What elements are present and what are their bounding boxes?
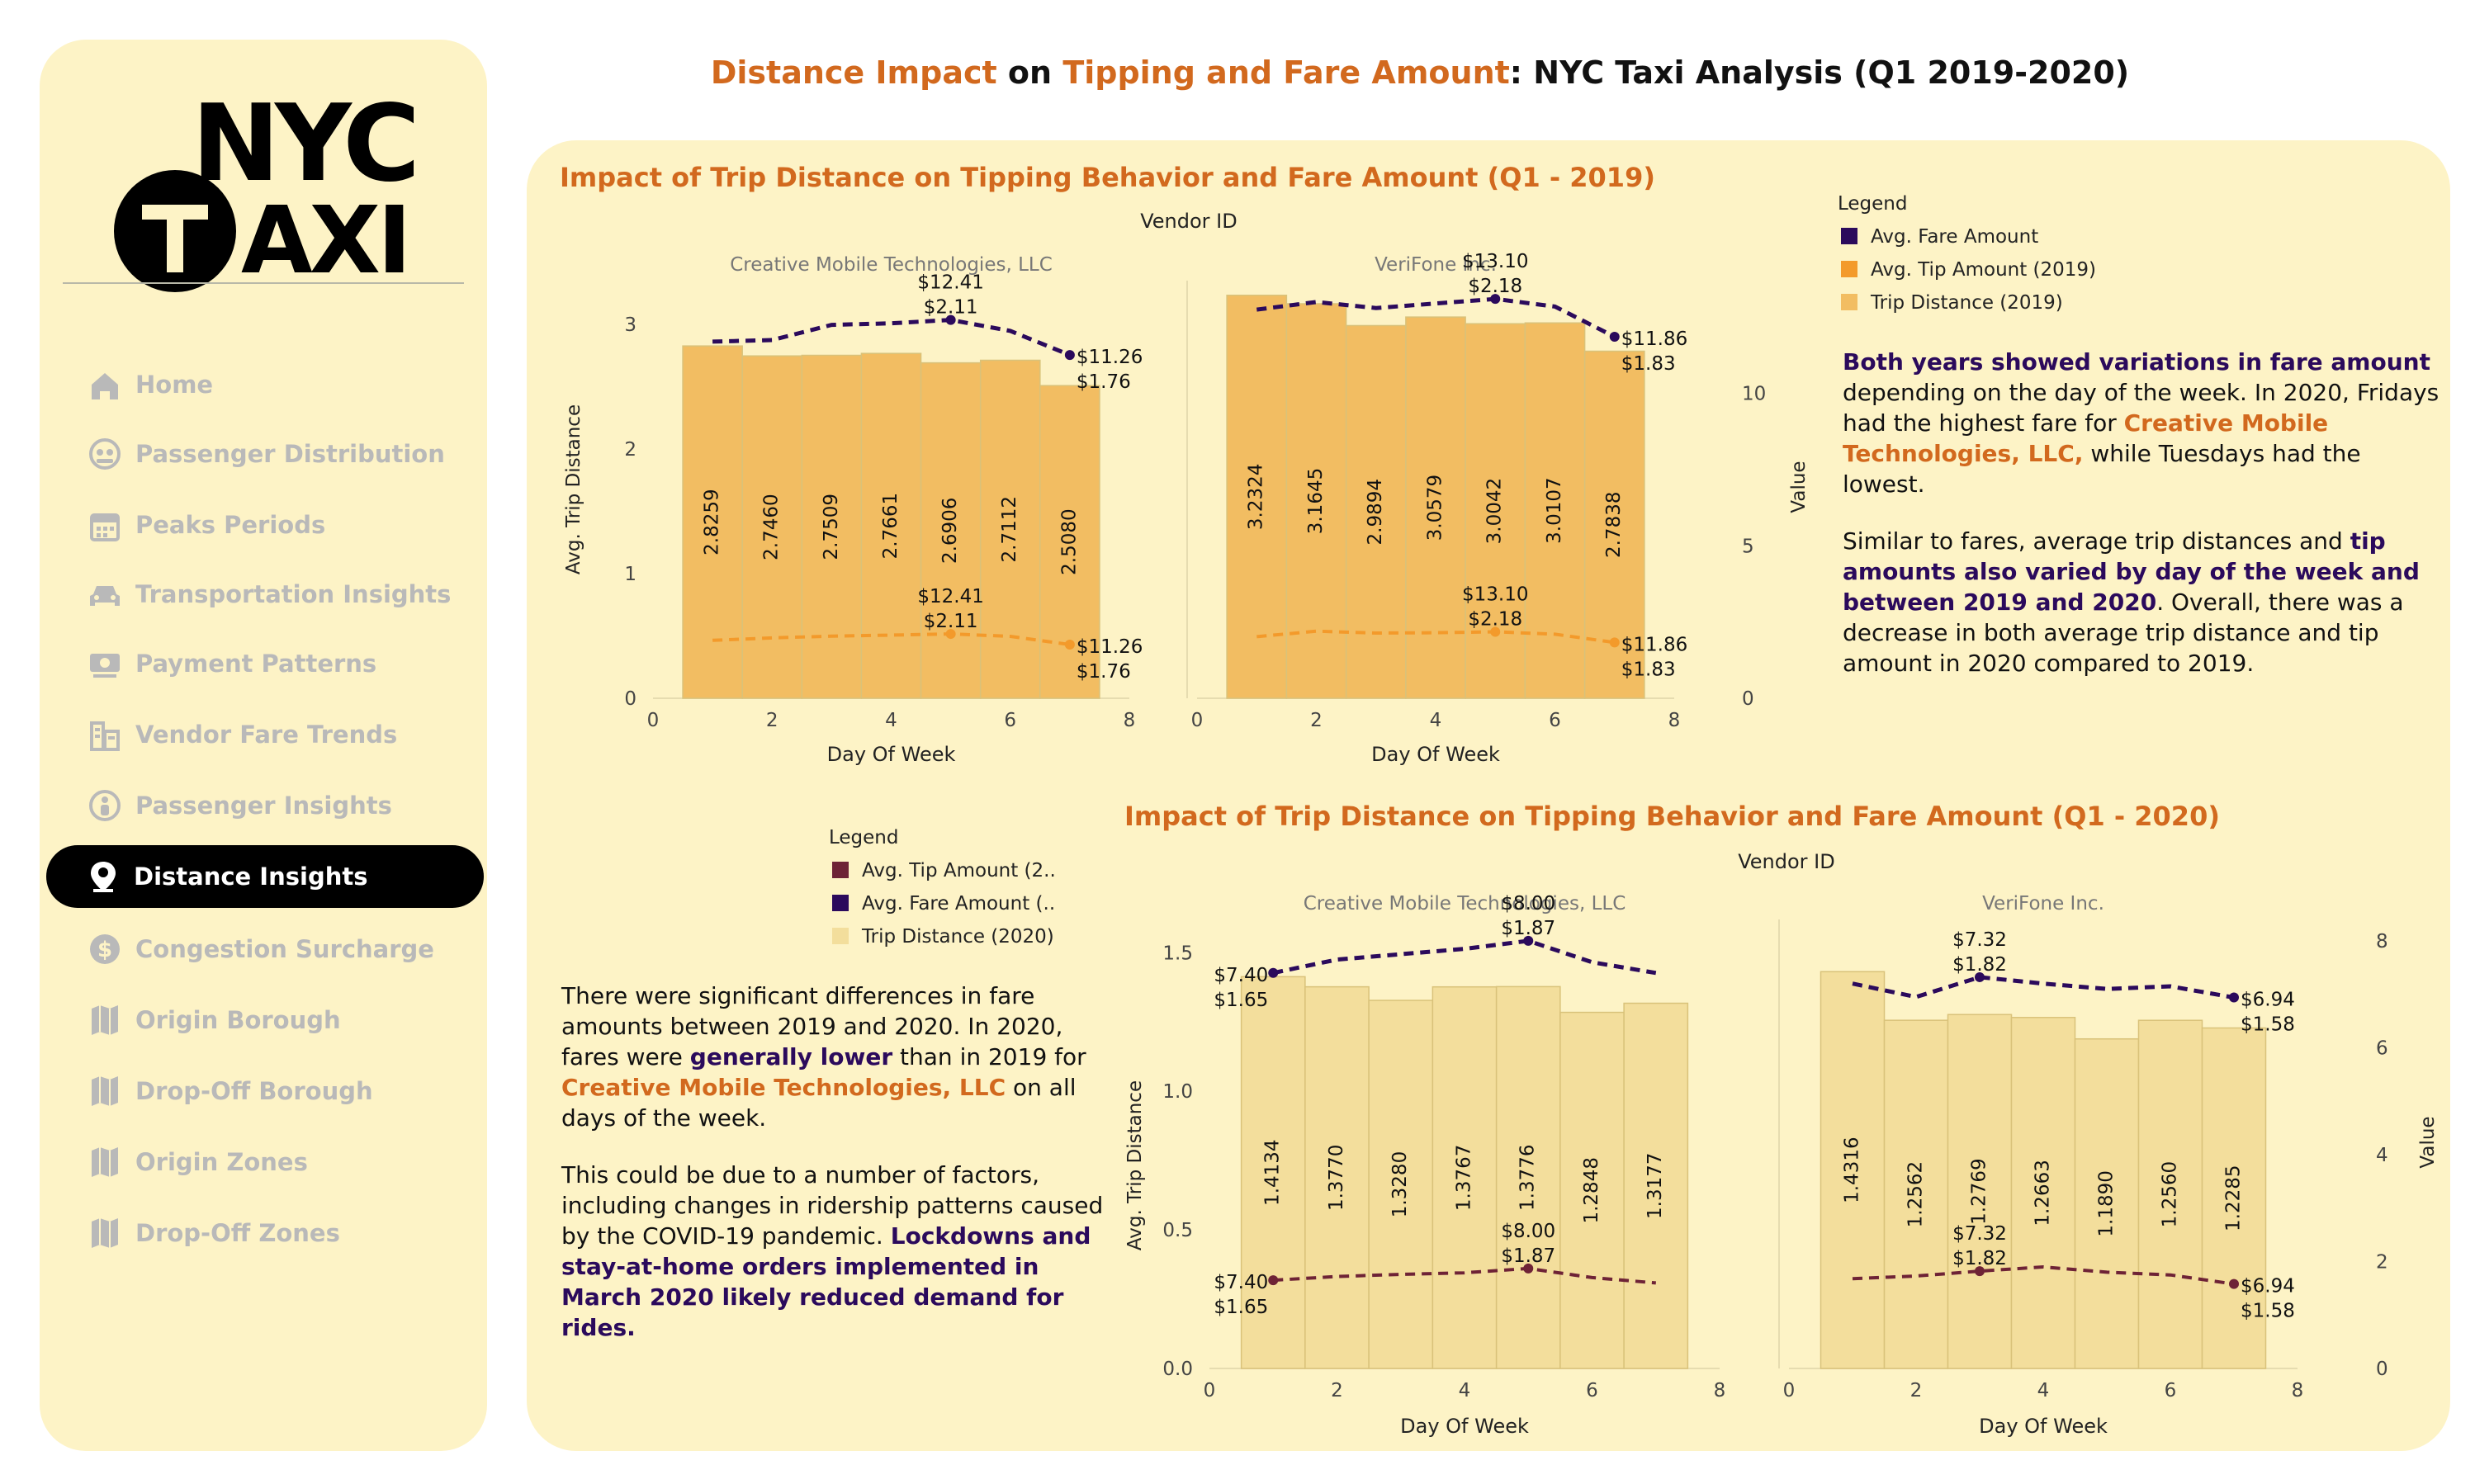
passenger-distribution-icon [86, 435, 124, 473]
narrative-2019-p1-bold: Both years showed variations in fare amo… [1843, 348, 2430, 376]
sidebar-item-label: Home [135, 371, 214, 399]
logo-taxi-text: AXI [241, 187, 409, 295]
sidebar-item-label: Drop-Off Zones [135, 1219, 340, 1247]
sidebar-item-transportation-insights[interactable]: Transportation Insights [86, 568, 474, 621]
narrative-2019-p1-orange: Creative Mobile Technologies, LLC, [1843, 409, 2329, 467]
narrative-2019-p2-bold: tip amounts also varied by day of the we… [1843, 527, 2420, 616]
sidebar-item-peaks-periods[interactable]: Peaks Periods [86, 499, 474, 551]
map-icon [86, 1001, 124, 1039]
sidebar-item-label: Distance Insights [134, 863, 368, 891]
sidebar-item-vendor-fare-trends[interactable]: Vendor Fare Trends [86, 708, 474, 761]
narrative-2019-p2-start: Similar to fares, average trip distances… [1843, 527, 2350, 555]
nyc-taxi-logo: NYC AXI [114, 83, 420, 295]
sidebar-item-label: Origin Borough [135, 1006, 341, 1034]
sidebar-item-label: Passenger Distribution [135, 440, 445, 468]
page-title-part1: Distance Impact [710, 54, 997, 91]
sidebar-item-congestion-surcharge[interactable]: $ Congestion Surcharge [86, 923, 474, 976]
page-title-part2: on [996, 54, 1063, 91]
sidebar-item-label: Transportation Insights [135, 580, 452, 608]
sidebar-item-distance-insights[interactable]: Distance Insights [46, 845, 484, 908]
sidebar-item-drop-off-borough[interactable]: Drop-Off Borough [86, 1065, 474, 1118]
map-icon [86, 1214, 124, 1252]
sidebar-item-drop-off-zones[interactable]: Drop-Off Zones [86, 1207, 474, 1260]
logo-nyc-text: NYC [192, 83, 415, 206]
sidebar-item-origin-zones[interactable]: Origin Zones [86, 1136, 474, 1189]
chart-2019-title: Impact of Trip Distance on Tipping Behav… [560, 162, 1655, 193]
sidebar-item-label: Peaks Periods [135, 511, 326, 539]
page-title-part4: : NYC Taxi Analysis (Q1 2019-2020) [1509, 54, 2130, 91]
location-pin-icon [84, 858, 122, 896]
narrative-2020-p2-bold: Lockdowns and stay-at-home orders implem… [561, 1222, 1091, 1341]
page-title: Distance Impact on Tipping and Fare Amou… [0, 54, 2475, 91]
narrative-2020-p1-start: There were significant differences in fa… [561, 982, 1063, 1070]
narrative-2019-p1-text: depending on the day of the week. In 202… [1843, 379, 2440, 437]
sidebar-divider [63, 282, 464, 284]
sidebar-item-origin-borough[interactable]: Origin Borough [86, 994, 474, 1047]
dollar-icon: $ [86, 930, 124, 968]
vendor-icon [86, 716, 124, 754]
calendar-icon [86, 506, 124, 544]
sidebar-item-label: Passenger Insights [135, 792, 392, 820]
map-icon [86, 1143, 124, 1181]
sidebar: NYC AXI Home Passenger Distribution Peaks … [40, 40, 487, 1451]
passenger-insights-icon [86, 787, 124, 825]
narrative-2020-p2-start: This could be due to a number of factors… [561, 1161, 1104, 1250]
sidebar-item-label: Congestion Surcharge [135, 935, 434, 963]
sidebar-item-payment-patterns[interactable]: Payment Patterns [86, 637, 474, 690]
sidebar-item-label: Payment Patterns [135, 650, 377, 678]
payment-icon [86, 645, 124, 683]
narrative-2020: There were significant differences in fa… [561, 981, 1123, 1369]
page-title-part3: Tipping and Fare Amount [1062, 54, 1510, 91]
narrative-2020-p1-bold: generally lower [689, 1043, 893, 1070]
narrative-2020-p1-orange: Creative Mobile Technologies, LLC [561, 1074, 1006, 1101]
car-icon [86, 575, 124, 613]
narrative-2019-p1-end: while Tuesdays had the lowest. [1843, 440, 2361, 498]
sidebar-item-label: Drop-Off Borough [135, 1077, 373, 1105]
sidebar-item-label: Vendor Fare Trends [135, 721, 398, 749]
sidebar-item-home[interactable]: Home [86, 358, 474, 411]
svg-text:$: $ [97, 938, 112, 962]
narrative-2020-p1-mid: than in 2019 for [892, 1043, 1086, 1070]
narrative-2019: Both years showed variations in fare amo… [1843, 347, 2445, 705]
map-icon [86, 1072, 124, 1110]
home-icon [86, 366, 124, 404]
narrative-2019-p2-end: . Overall, there was a decrease in both … [1843, 588, 2404, 677]
narrative-2020-p1-end: on all days of the week. [561, 1074, 1077, 1132]
sidebar-item-passenger-insights[interactable]: Passenger Insights [86, 779, 474, 832]
chart-2020-title: Impact of Trip Distance on Tipping Behav… [1124, 801, 2220, 832]
sidebar-item-passenger-distribution[interactable]: Passenger Distribution [86, 428, 474, 480]
sidebar-item-label: Origin Zones [135, 1148, 308, 1176]
